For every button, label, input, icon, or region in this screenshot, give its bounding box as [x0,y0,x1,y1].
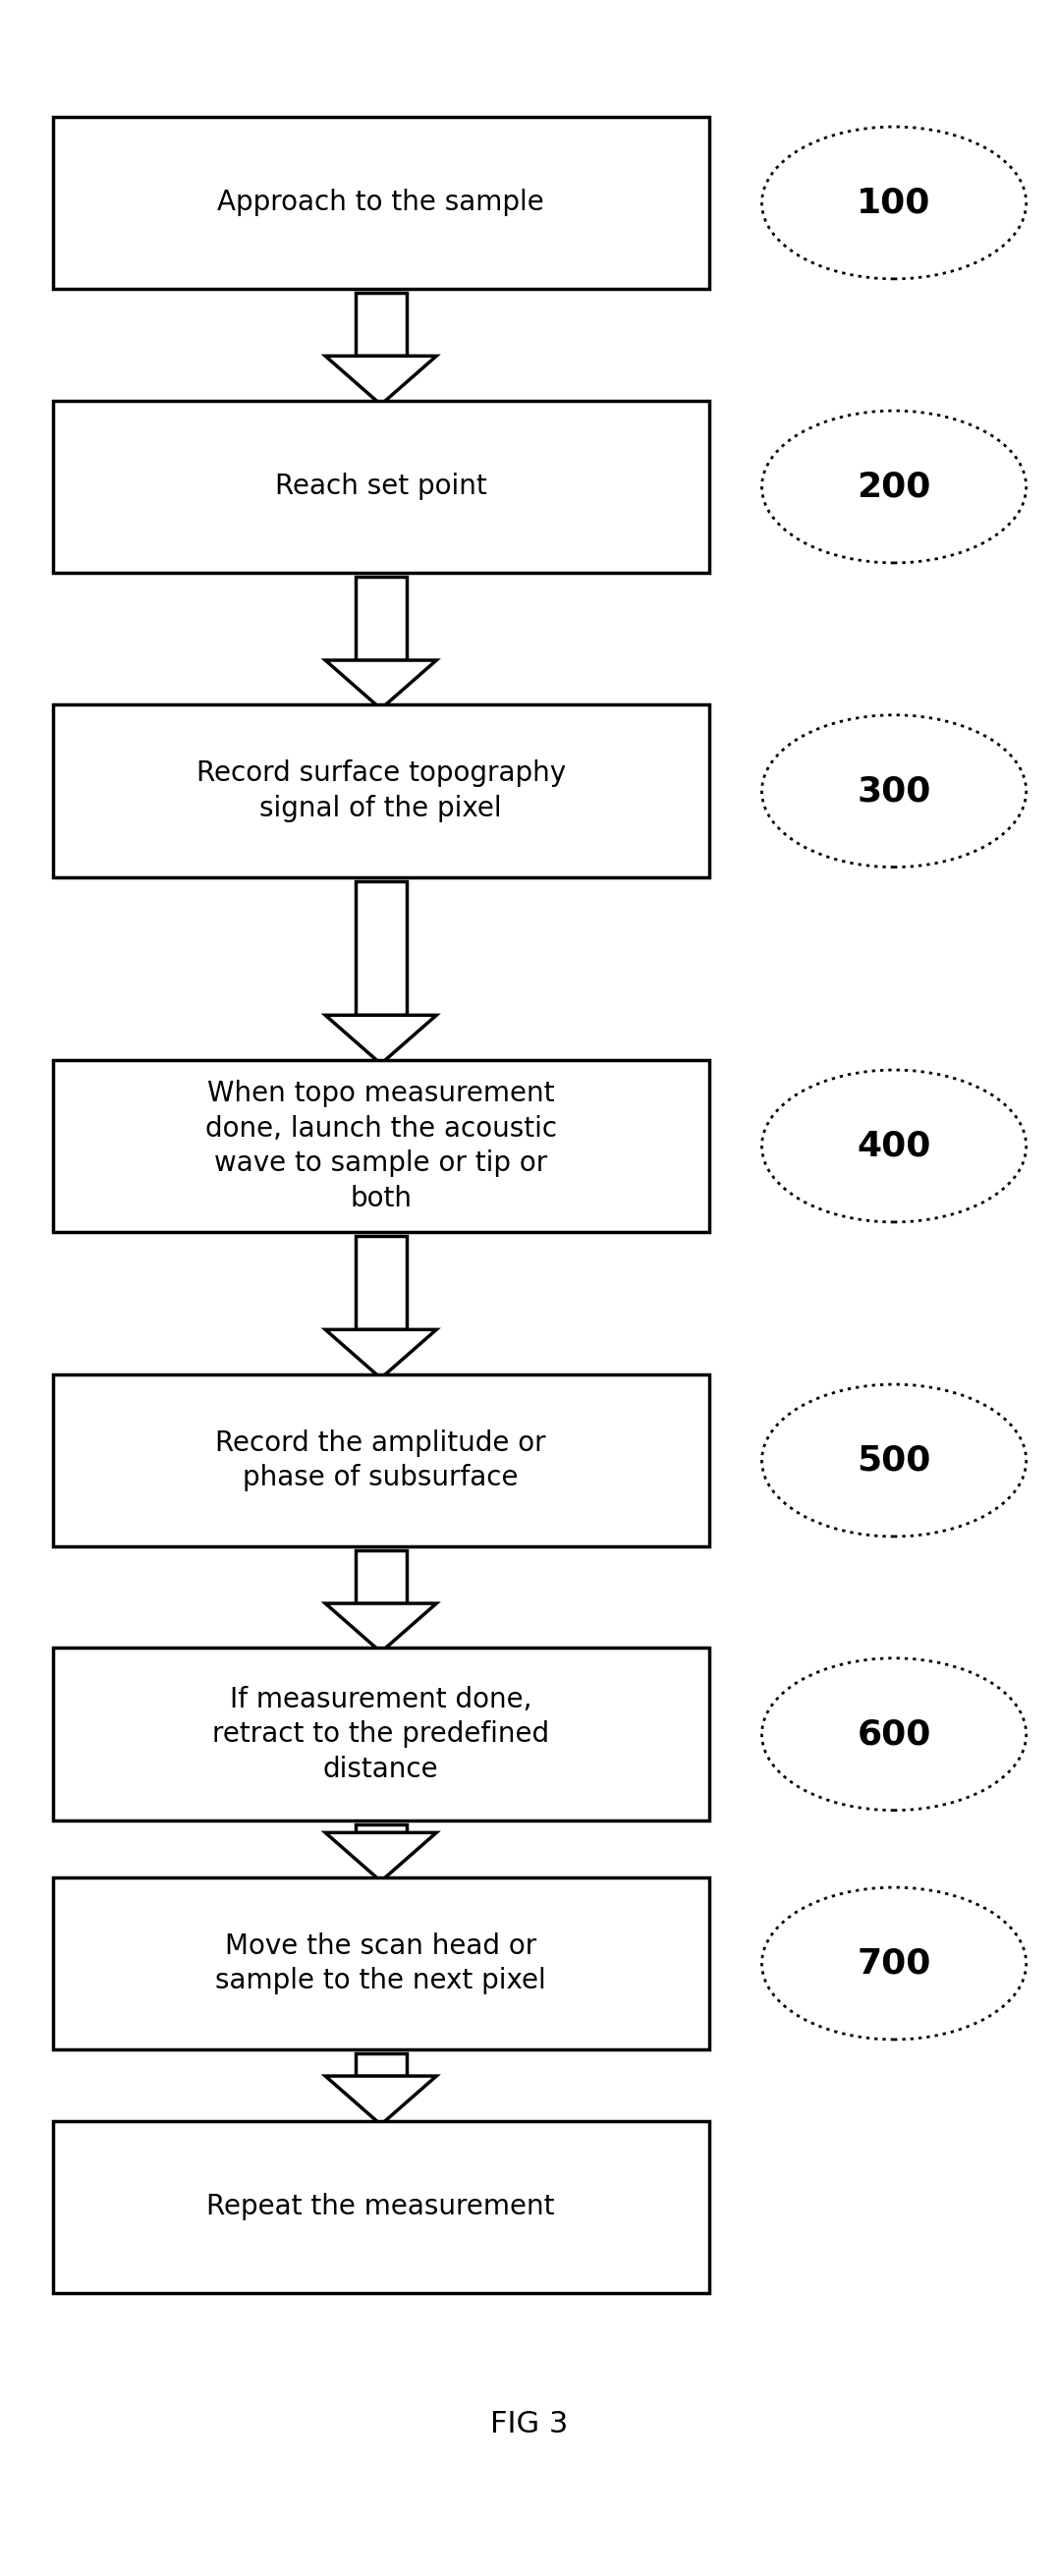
Ellipse shape [762,410,1026,564]
Text: Move the scan head or
sample to the next pixel: Move the scan head or sample to the next… [216,1932,546,1994]
Polygon shape [355,577,406,659]
FancyBboxPatch shape [53,116,709,289]
Text: If measurement done,
retract to the predefined
distance: If measurement done, retract to the pred… [213,1685,549,1783]
FancyBboxPatch shape [53,1878,709,2050]
Text: 400: 400 [857,1128,931,1162]
FancyBboxPatch shape [53,2120,709,2293]
Ellipse shape [762,1383,1026,1535]
Text: FIG 3: FIG 3 [490,2409,568,2437]
Ellipse shape [762,1069,1026,1221]
FancyBboxPatch shape [53,1059,709,1231]
Polygon shape [355,881,406,1015]
Polygon shape [355,1551,406,1602]
Ellipse shape [762,716,1026,868]
Ellipse shape [762,1888,1026,2040]
Text: 600: 600 [857,1718,931,1752]
Ellipse shape [762,1659,1026,1811]
Ellipse shape [762,126,1026,278]
Polygon shape [355,2053,406,2076]
FancyBboxPatch shape [53,1373,709,1546]
FancyBboxPatch shape [53,706,709,878]
Text: Reach set point: Reach set point [275,474,487,500]
Text: When topo measurement
done, launch the acoustic
wave to sample or tip or
both: When topo measurement done, launch the a… [205,1079,557,1213]
FancyBboxPatch shape [53,1649,709,1821]
Text: 100: 100 [857,185,931,219]
Polygon shape [355,1236,406,1329]
Polygon shape [326,2076,437,2125]
Polygon shape [326,355,437,404]
Polygon shape [326,1602,437,1651]
Text: Approach to the sample: Approach to the sample [218,188,544,216]
Text: Repeat the measurement: Repeat the measurement [206,2192,555,2221]
Polygon shape [326,1329,437,1378]
Polygon shape [355,294,406,355]
Text: Record surface topography
signal of the pixel: Record surface topography signal of the … [196,760,566,822]
FancyBboxPatch shape [53,402,709,572]
Text: 500: 500 [857,1443,931,1476]
Text: Record the amplitude or
phase of subsurface: Record the amplitude or phase of subsurf… [216,1430,546,1492]
Polygon shape [326,1832,437,1880]
Text: 700: 700 [857,1947,931,1981]
Text: 300: 300 [857,775,931,809]
Polygon shape [326,659,437,708]
Text: 200: 200 [857,469,931,502]
Polygon shape [326,1015,437,1064]
Polygon shape [355,1824,406,1832]
